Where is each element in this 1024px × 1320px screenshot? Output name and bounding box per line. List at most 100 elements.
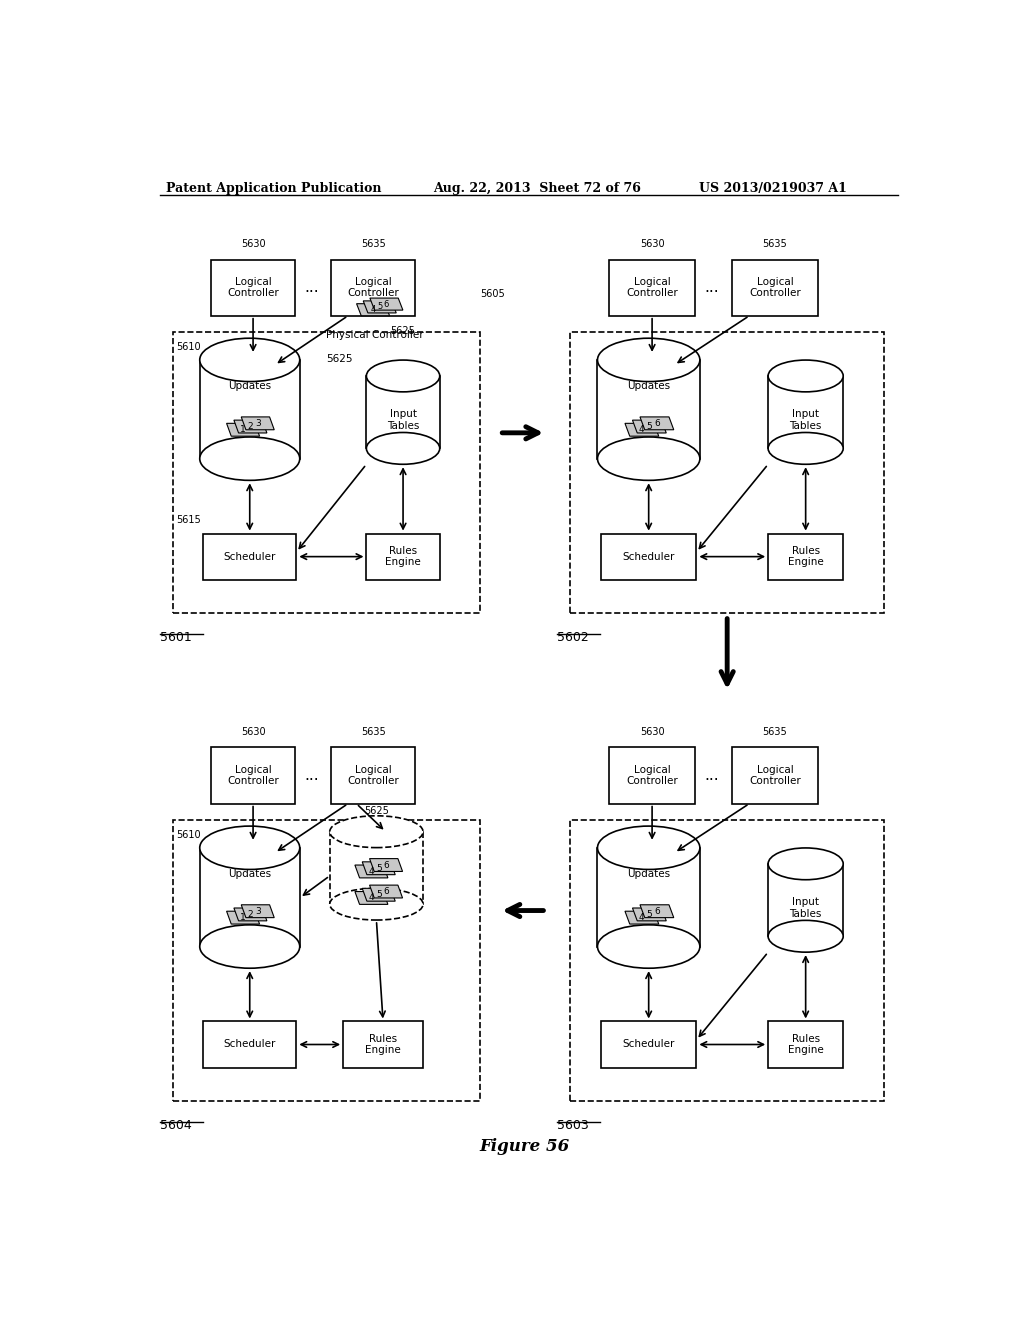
Text: 5630: 5630 bbox=[241, 727, 265, 738]
Text: 5610: 5610 bbox=[176, 342, 201, 351]
Ellipse shape bbox=[367, 433, 439, 465]
Text: 4: 4 bbox=[639, 913, 645, 923]
Bar bbox=[570, 331, 884, 612]
Text: 5: 5 bbox=[377, 302, 382, 312]
Bar bbox=[173, 820, 479, 1101]
Text: Input
Tables: Input Tables bbox=[790, 409, 822, 430]
Text: 6: 6 bbox=[384, 300, 389, 309]
Bar bbox=[332, 260, 415, 315]
Polygon shape bbox=[233, 908, 267, 921]
Text: Scheduler: Scheduler bbox=[223, 552, 275, 561]
Text: 2: 2 bbox=[248, 909, 253, 919]
Bar bbox=[211, 260, 295, 315]
Text: Input
Tables: Input Tables bbox=[790, 898, 822, 919]
Text: Logical
Controller: Logical Controller bbox=[227, 277, 279, 298]
Text: ...: ... bbox=[304, 768, 318, 783]
Text: Rules
Engine: Rules Engine bbox=[787, 1034, 823, 1055]
Polygon shape bbox=[370, 298, 402, 310]
Text: Scheduler: Scheduler bbox=[623, 552, 675, 561]
Text: 5601: 5601 bbox=[160, 631, 191, 644]
Bar bbox=[768, 533, 843, 579]
Ellipse shape bbox=[200, 437, 300, 480]
Text: 5603: 5603 bbox=[557, 1119, 589, 1131]
Text: Physical Controller: Physical Controller bbox=[327, 330, 424, 339]
Polygon shape bbox=[633, 908, 667, 921]
Bar bbox=[768, 376, 843, 449]
Bar bbox=[200, 360, 300, 458]
Text: 5: 5 bbox=[376, 863, 382, 873]
Text: 5630: 5630 bbox=[241, 239, 265, 249]
Text: 1: 1 bbox=[241, 913, 246, 923]
Text: Scheduler: Scheduler bbox=[623, 1039, 675, 1049]
Text: 1: 1 bbox=[241, 425, 246, 434]
Text: Rules
Engine: Rules Engine bbox=[787, 546, 823, 568]
Text: 5605: 5605 bbox=[479, 289, 505, 300]
Polygon shape bbox=[370, 886, 402, 898]
Ellipse shape bbox=[597, 826, 699, 870]
Text: Logical
Controller: Logical Controller bbox=[750, 277, 801, 298]
Polygon shape bbox=[362, 862, 395, 875]
Text: ...: ... bbox=[304, 280, 318, 296]
Polygon shape bbox=[356, 304, 389, 315]
Text: US 2013/0219037 A1: US 2013/0219037 A1 bbox=[699, 182, 847, 195]
Bar bbox=[768, 1022, 843, 1068]
Text: Updates: Updates bbox=[228, 870, 271, 879]
Text: 5: 5 bbox=[646, 909, 652, 919]
Text: 5: 5 bbox=[646, 422, 652, 432]
Bar bbox=[601, 1022, 696, 1068]
Bar bbox=[332, 747, 415, 804]
Text: ...: ... bbox=[705, 768, 719, 783]
Ellipse shape bbox=[597, 925, 699, 968]
Text: Logical
Controller: Logical Controller bbox=[627, 764, 678, 787]
Text: 5625: 5625 bbox=[327, 354, 353, 364]
Bar bbox=[203, 1022, 296, 1068]
Polygon shape bbox=[226, 911, 259, 924]
Text: Updates: Updates bbox=[228, 381, 271, 392]
Bar bbox=[203, 533, 296, 579]
Text: Figure 56: Figure 56 bbox=[479, 1138, 570, 1155]
Text: 5635: 5635 bbox=[763, 239, 787, 249]
Ellipse shape bbox=[200, 338, 300, 381]
Text: 5635: 5635 bbox=[360, 727, 385, 738]
Polygon shape bbox=[625, 911, 658, 924]
Text: 5625: 5625 bbox=[390, 326, 416, 335]
Bar bbox=[211, 747, 295, 804]
Text: Scheduler: Scheduler bbox=[223, 1039, 275, 1049]
Text: 5635: 5635 bbox=[360, 239, 385, 249]
Text: 5604: 5604 bbox=[160, 1119, 191, 1131]
Text: 6: 6 bbox=[383, 887, 389, 896]
Ellipse shape bbox=[330, 888, 423, 920]
Polygon shape bbox=[625, 424, 658, 436]
Text: Logical
Controller: Logical Controller bbox=[750, 764, 801, 787]
Text: 5615: 5615 bbox=[176, 515, 201, 525]
Bar bbox=[597, 847, 699, 946]
Text: 5635: 5635 bbox=[763, 727, 787, 738]
Bar bbox=[367, 533, 439, 579]
Bar bbox=[732, 747, 817, 804]
Polygon shape bbox=[226, 424, 259, 436]
Text: 2: 2 bbox=[248, 422, 253, 432]
Text: 4: 4 bbox=[371, 305, 376, 314]
Text: Rules
Engine: Rules Engine bbox=[385, 546, 421, 568]
Polygon shape bbox=[355, 891, 388, 904]
Text: Updates: Updates bbox=[627, 381, 671, 392]
Text: 6: 6 bbox=[654, 418, 659, 428]
Text: 5602: 5602 bbox=[557, 631, 589, 644]
Text: 5630: 5630 bbox=[640, 727, 665, 738]
Polygon shape bbox=[362, 888, 395, 902]
Polygon shape bbox=[370, 858, 402, 871]
Bar bbox=[343, 1022, 423, 1068]
Polygon shape bbox=[242, 904, 274, 917]
Text: Rules
Engine: Rules Engine bbox=[366, 1034, 401, 1055]
Ellipse shape bbox=[200, 925, 300, 968]
Bar bbox=[597, 360, 699, 458]
Text: Aug. 22, 2013  Sheet 72 of 76: Aug. 22, 2013 Sheet 72 of 76 bbox=[433, 182, 641, 195]
Text: 5610: 5610 bbox=[176, 830, 201, 840]
Polygon shape bbox=[242, 417, 274, 430]
Ellipse shape bbox=[597, 437, 699, 480]
Text: 4: 4 bbox=[369, 867, 374, 876]
Ellipse shape bbox=[597, 338, 699, 381]
Ellipse shape bbox=[768, 847, 843, 879]
Polygon shape bbox=[355, 865, 388, 878]
Ellipse shape bbox=[200, 826, 300, 870]
